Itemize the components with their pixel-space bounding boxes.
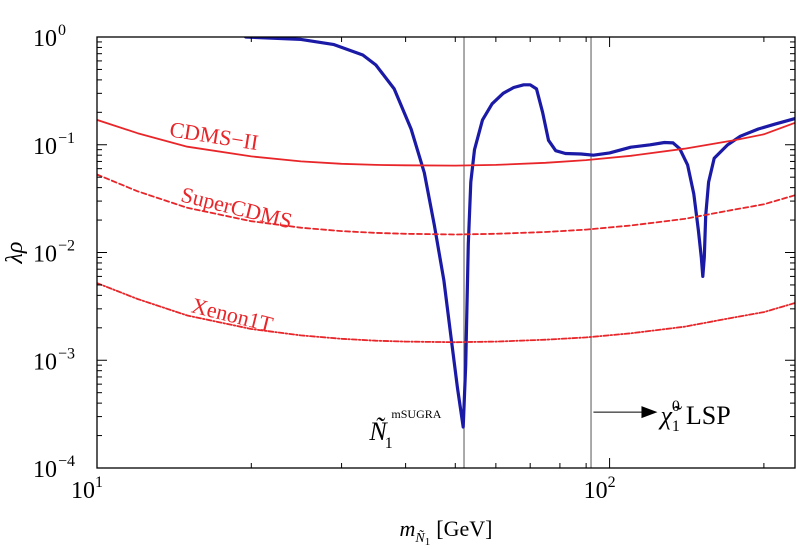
y-tick-label-1: 10 — [33, 26, 57, 52]
y-tick-exp-4: −3 — [58, 345, 75, 362]
y-tick-label-2: 10 — [33, 134, 57, 160]
x-axis-label-var: m — [400, 516, 416, 541]
y-tick-label-5: 10 — [33, 457, 57, 483]
x-axis-label: mÑ1 [GeV] — [400, 516, 493, 548]
series-line-xenon1t — [97, 282, 795, 344]
x-tick-label-2: 102 — [584, 474, 616, 504]
series-line-supercdms — [97, 173, 795, 236]
y-tick-exp-2: −1 — [58, 130, 75, 147]
axis-ticks — [96, 36, 795, 469]
arrow-icon — [641, 406, 658, 419]
x-tick-label-1: 101 — [71, 474, 103, 504]
series-line-cdms-ii — [97, 119, 795, 167]
y-axis-label: λρ — [2, 242, 28, 265]
y-tick-exp-5: −4 — [58, 453, 75, 470]
y-tick-label-4: 10 — [33, 349, 57, 375]
annotation-mSUGRA: Ñ1 — [368, 417, 392, 452]
y-tick-label-3: 10 — [33, 242, 57, 268]
x-axis-label-unit: [GeV] — [436, 516, 492, 541]
y-tick-exp-3: −2 — [58, 238, 75, 255]
annotation-lsp: χ̃10 LSP — [657, 398, 730, 435]
annotation-mSUGRA-sup: mSUGRA — [391, 407, 441, 421]
y-tick-exp-1: 0 — [58, 22, 66, 39]
x-axis-label-sub: Ñ — [414, 529, 425, 546]
x-axis-label-subsub: 1 — [425, 536, 431, 548]
series-layer — [97, 37, 795, 429]
